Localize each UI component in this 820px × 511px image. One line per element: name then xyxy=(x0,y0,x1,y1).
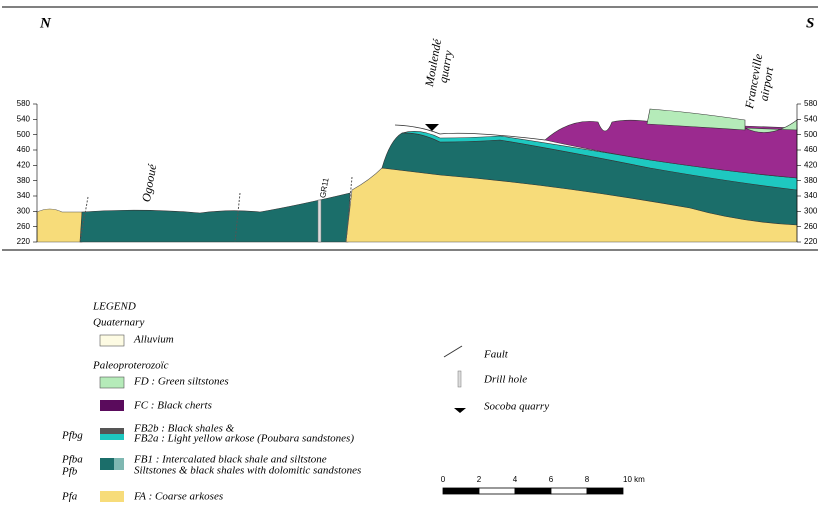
scale-label: 6 xyxy=(549,475,554,484)
legend-item: Alluvium xyxy=(133,334,174,346)
scale-label: 10 km xyxy=(623,475,645,484)
franceville-label: Franceville airport xyxy=(742,52,777,111)
legend-item: Siltstones & black shales with dolomitic… xyxy=(134,465,361,477)
tick-label: 460 xyxy=(804,145,818,154)
legend-code: Pfba xyxy=(61,454,83,466)
tick-label: 380 xyxy=(17,176,31,185)
south: S xyxy=(806,15,814,31)
ogooue-label: Ogooué xyxy=(139,162,160,203)
tick-label: 220 xyxy=(17,237,31,246)
legend-item: Fault xyxy=(483,349,509,361)
tick-label: 500 xyxy=(804,130,818,139)
legend-title: LEGEND xyxy=(92,301,136,313)
scale-segment xyxy=(586,487,624,495)
north: N xyxy=(39,15,52,31)
tick-label: 580 xyxy=(17,99,31,108)
scale-label: 8 xyxy=(585,475,590,484)
tick-label: 340 xyxy=(17,191,31,200)
drill-label: GR11 xyxy=(318,177,330,199)
place: quarry xyxy=(436,49,456,84)
scale-segment xyxy=(514,487,552,495)
legend-item: Socoba quarry xyxy=(484,401,549,413)
cross-section xyxy=(36,108,798,243)
legend-code: Pfbg xyxy=(61,430,83,442)
legend-code: Pfa xyxy=(61,491,78,503)
tick-label: 420 xyxy=(17,160,31,169)
tick-label: 220 xyxy=(804,237,818,246)
tick-label: 420 xyxy=(804,160,818,169)
scale-segment xyxy=(478,487,516,495)
moulende-label: Moulendé quarry xyxy=(422,37,456,88)
place: airport xyxy=(757,65,777,102)
legend-item: FB1 : Intercalated black shale and silts… xyxy=(133,454,327,466)
scale-label: 2 xyxy=(477,475,482,484)
tick-label: 300 xyxy=(17,206,31,215)
tick-label: 460 xyxy=(17,145,31,154)
legend-item: FB2a : Light yellow arkose (Poubara sand… xyxy=(133,433,354,445)
tick-label: 580 xyxy=(804,99,818,108)
scale-bar: 0 2 4 6 8 10 km xyxy=(441,475,645,495)
legend-item: FB2b : Black shales & xyxy=(133,423,235,435)
scale-segment xyxy=(550,487,588,495)
legend-code: Pfb xyxy=(61,466,78,478)
tick-label: 500 xyxy=(17,130,31,139)
tick-label: 260 xyxy=(17,222,31,231)
legend-group: Paleoproterozoïc xyxy=(92,360,169,372)
legend-item: Drill hole xyxy=(483,374,527,386)
scale-label: 0 xyxy=(441,475,446,484)
tick-label: 540 xyxy=(17,114,31,123)
legend-group: Quaternary xyxy=(93,317,144,329)
legend-item: FC : Black cherts xyxy=(133,400,212,412)
tick-label: 260 xyxy=(804,222,818,231)
legend: LEGEND Quaternary Alluvium Paleoproteroz… xyxy=(61,301,549,503)
elevation-ticks: 580 580 540 540 500 500 460 460 420 420 380 380 340 3… xyxy=(17,99,818,246)
tick-label: 380 xyxy=(804,176,818,185)
tick-label: 340 xyxy=(804,191,818,200)
scale-segment xyxy=(442,487,480,495)
tick-label: 540 xyxy=(804,114,818,123)
scale-label: 4 xyxy=(513,475,518,484)
legend-item: FA : Coarse arkoses xyxy=(133,491,223,503)
tick-label: 300 xyxy=(804,206,818,215)
legend-item: FD : Green siltstones xyxy=(133,376,229,388)
